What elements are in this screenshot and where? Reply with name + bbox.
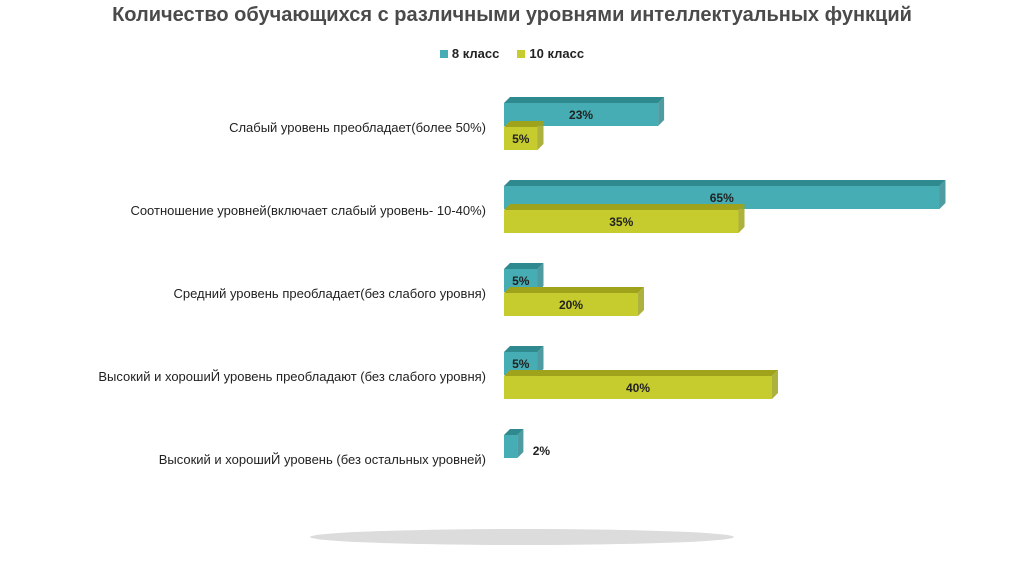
data-label: 65% — [710, 191, 734, 205]
legend-swatch-10-class — [517, 49, 526, 58]
legend-label-10-class: 10 класс — [529, 46, 585, 61]
data-label: 40% — [626, 381, 650, 395]
bar-8-class — [504, 180, 946, 209]
data-label: 35% — [609, 215, 633, 229]
floor-shadow — [310, 529, 734, 545]
bar-10-class — [504, 121, 544, 150]
bar-8-class — [504, 346, 544, 375]
category-label: Высокий и хорошиЙ уровень (без остальных… — [159, 452, 486, 467]
data-label: 23% — [569, 108, 593, 122]
data-label: 5% — [512, 132, 530, 146]
bar-10-class — [504, 287, 644, 316]
bar-10-class — [504, 370, 778, 399]
chart-title: Количество обучающихся с различными уров… — [112, 4, 912, 26]
legend-label-8-class: 8 класс — [451, 46, 500, 61]
data-label: 5% — [512, 274, 530, 288]
category-label: Средний уровень преобладает(без слабого … — [173, 286, 486, 301]
data-label: 5% — [512, 357, 530, 371]
legend: 8 класс 10 класс — [0, 46, 1024, 61]
category-label: Соотношение уровней(включает слабый уров… — [130, 203, 486, 218]
category-label: Высокий и хорошиЙ уровень преобладают (б… — [98, 369, 486, 384]
bar-10-class — [504, 204, 745, 233]
data-label: 2% — [533, 444, 551, 458]
legend-item-8-class: 8 класс — [439, 46, 500, 61]
category-label: Слабый уровень преобладает(более 50%) — [229, 120, 486, 135]
bar-8-class — [504, 97, 665, 126]
legend-swatch-8-class — [439, 49, 448, 58]
data-label: 20% — [559, 298, 583, 312]
bar-8-class — [504, 263, 544, 292]
legend-item-10-class: 10 класс — [517, 46, 584, 61]
bar-8-class — [504, 429, 524, 458]
